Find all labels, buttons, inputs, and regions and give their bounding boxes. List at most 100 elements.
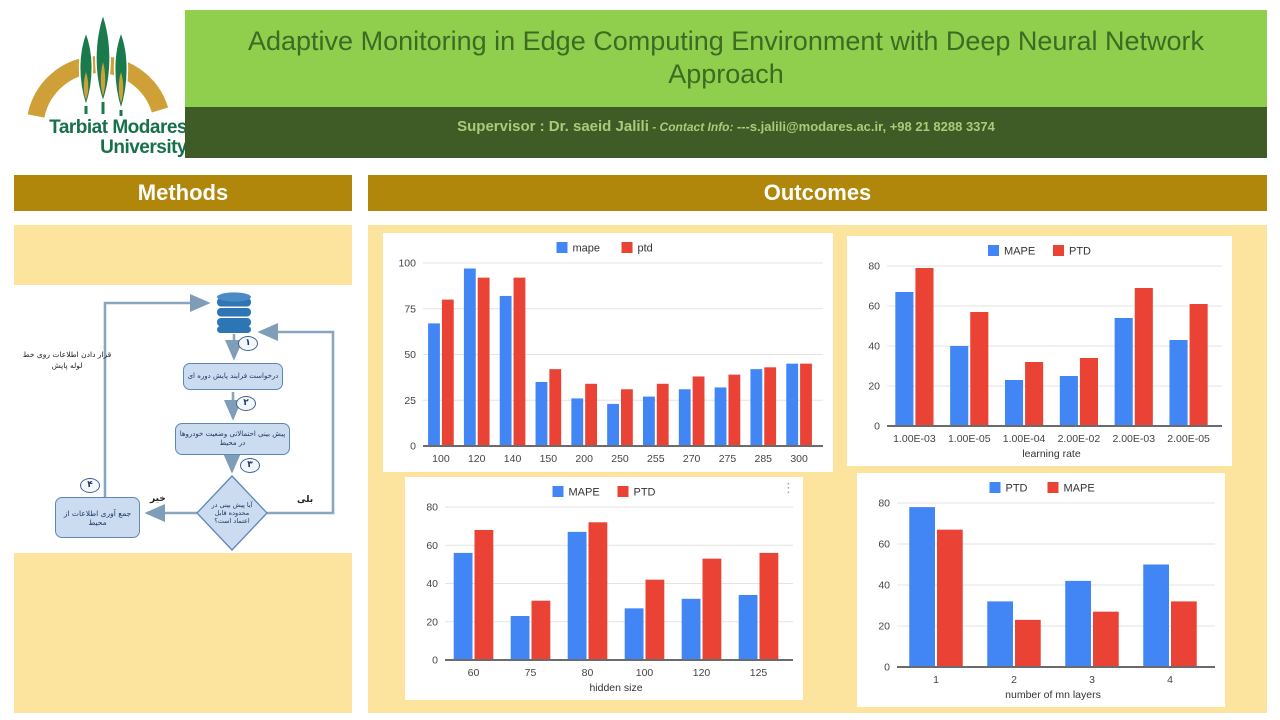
svg-text:1.00E-05: 1.00E-05 bbox=[948, 433, 991, 445]
flowchart-step-request: درخواست فرایند پایش دوره ای bbox=[183, 363, 283, 390]
svg-text:2.00E-05: 2.00E-05 bbox=[1167, 433, 1210, 445]
legend-swatch-ptd bbox=[621, 242, 633, 253]
y-axis-labels: 0 20 40 60 80 bbox=[868, 261, 880, 433]
svg-text:1.00E-04: 1.00E-04 bbox=[1003, 433, 1046, 445]
bar-ptd-270 bbox=[692, 376, 705, 446]
svg-text:125: 125 bbox=[750, 667, 768, 679]
bar-MAPE-75 bbox=[510, 616, 530, 660]
university-logo-graphic bbox=[27, 11, 169, 118]
bar-PTD-1.00E-04 bbox=[1025, 362, 1044, 426]
svg-text:255: 255 bbox=[647, 453, 665, 465]
poster-title-line1: Adaptive Monitoring in Edge Computing En… bbox=[248, 26, 1204, 56]
svg-text:285: 285 bbox=[755, 453, 773, 465]
svg-text:60: 60 bbox=[878, 539, 890, 551]
bar-PTD-125 bbox=[759, 552, 779, 660]
chart-card-learning-rate: 0 20 40 60 80 1.00E-03 1.00E-05 1.00E-04 2.00E-0… bbox=[847, 236, 1232, 466]
gridlines bbox=[445, 506, 793, 623]
svg-text:275: 275 bbox=[719, 453, 737, 465]
bar-MAPE-1.00E-05 bbox=[950, 346, 969, 426]
bars bbox=[909, 507, 1197, 667]
bar-ptd-250 bbox=[621, 389, 633, 446]
svg-text:PTD: PTD bbox=[634, 487, 656, 499]
chart-card-rnn-layers: 0 20 40 60 80 1 2 3 4 PTD MAPE number of mn layers bbox=[857, 473, 1225, 707]
svg-text:25: 25 bbox=[404, 395, 416, 407]
bar-ptd-120 bbox=[477, 277, 490, 446]
bar-MAPE-125 bbox=[738, 594, 758, 660]
bar-mape-250 bbox=[607, 403, 619, 446]
svg-text:150: 150 bbox=[540, 453, 558, 465]
flowchart-connectors bbox=[103, 293, 335, 523]
bar-mape-200 bbox=[571, 398, 584, 446]
bar-MAPE-3 bbox=[1093, 611, 1119, 667]
poster-title-line2: Approach bbox=[668, 59, 784, 89]
bar-PTD-120 bbox=[702, 558, 722, 660]
svg-text:120: 120 bbox=[468, 453, 486, 465]
flowchart-step-collect: جمع آوری اطلاعات از محیط bbox=[55, 497, 140, 538]
flowchart-graphic bbox=[103, 292, 335, 551]
supervisor-banner: Supervisor : Dr. saeid Jalili - Contact … bbox=[185, 107, 1267, 158]
svg-text:40: 40 bbox=[868, 341, 880, 353]
legend-swatch-PTD bbox=[989, 482, 1001, 493]
svg-text:MAPE: MAPE bbox=[1064, 483, 1095, 495]
bar-MAPE-1 bbox=[937, 529, 963, 667]
x-axis-labels: 60 75 80 100 120 125 bbox=[468, 667, 768, 679]
svg-text:50: 50 bbox=[404, 349, 416, 361]
x-axis-labels: 1.00E-03 1.00E-05 1.00E-04 2.00E-02 2.00E-03… bbox=[893, 433, 1210, 445]
bar-ptd-100 bbox=[441, 299, 454, 446]
methods-panel-top bbox=[14, 225, 352, 285]
svg-text:2.00E-02: 2.00E-02 bbox=[1058, 433, 1101, 445]
bar-mape-255 bbox=[642, 396, 655, 446]
svg-text:1: 1 bbox=[933, 674, 939, 686]
bar-mape-120 bbox=[463, 268, 476, 446]
database-icon bbox=[217, 292, 251, 333]
contact-info-label: - Contact Info: bbox=[648, 120, 737, 134]
methods-panel-bottom bbox=[14, 553, 352, 713]
svg-text:250: 250 bbox=[611, 453, 629, 465]
y-axis-labels: 0 20 40 60 80 bbox=[878, 498, 890, 674]
chart-legend: MAPE PTD bbox=[988, 245, 1091, 258]
svg-text:ptd: ptd bbox=[638, 243, 653, 255]
bar-PTD-3 bbox=[1065, 580, 1091, 667]
flowchart-no-label: خیر bbox=[150, 494, 166, 504]
bar-PTD-1 bbox=[909, 507, 935, 667]
bars bbox=[453, 522, 779, 660]
legend-swatch-MAPE bbox=[552, 486, 564, 497]
bar-PTD-75 bbox=[531, 600, 551, 660]
legend-swatch-PTD bbox=[1053, 245, 1064, 256]
svg-text:mape: mape bbox=[573, 243, 601, 255]
bar-PTD-1.00E-05 bbox=[970, 312, 989, 426]
flowchart-badge-4: ۴ bbox=[80, 478, 100, 493]
flowchart-decision-text: آیا پیش بینی در محدوده قابل اعتماد است؟ bbox=[211, 501, 253, 525]
bar-PTD-1.00E-03 bbox=[915, 268, 934, 426]
bars bbox=[895, 268, 1208, 426]
chart-card-window-size: 0 25 50 75 100 100 120 140 150 200 250 255 270 275 285… bbox=[383, 233, 833, 472]
bar-mape-100 bbox=[428, 323, 440, 446]
chart-legend: MAPE PTD bbox=[552, 486, 656, 499]
x-axis-title: number of mn layers bbox=[1005, 689, 1101, 701]
svg-text:60: 60 bbox=[868, 301, 880, 313]
bar-ptd-150 bbox=[549, 369, 562, 446]
gridlines bbox=[887, 265, 1222, 387]
svg-text:80: 80 bbox=[868, 261, 880, 273]
title-banner: Adaptive Monitoring in Edge Computing En… bbox=[185, 10, 1267, 107]
supervisor-label: Supervisor : Dr. saeid Jalili bbox=[457, 118, 649, 135]
bar-ptd-285 bbox=[764, 367, 777, 446]
svg-text:100: 100 bbox=[432, 453, 450, 465]
flowchart-badge-1: ۱ bbox=[238, 336, 258, 351]
bar-MAPE-1.00E-04 bbox=[1004, 380, 1024, 426]
university-name: Tarbiat Modares University bbox=[22, 118, 187, 158]
university-name-line1: Tarbiat Modares bbox=[49, 117, 187, 138]
svg-text:75: 75 bbox=[404, 303, 416, 315]
svg-text:20: 20 bbox=[426, 616, 438, 628]
svg-text:PTD: PTD bbox=[1069, 246, 1091, 258]
bar-mape-140 bbox=[499, 295, 512, 446]
flowchart-badge-3: ۳ bbox=[240, 458, 260, 473]
svg-text:140: 140 bbox=[504, 453, 522, 465]
bar-chart: 0 20 40 60 80 1.00E-03 1.00E-05 1.00E-04 2.00E-0… bbox=[868, 245, 1222, 460]
svg-text:4: 4 bbox=[1167, 674, 1173, 686]
chart-legend: mape ptd bbox=[556, 242, 653, 255]
university-name-line2: University bbox=[100, 137, 187, 158]
bar-MAPE-80 bbox=[567, 531, 587, 660]
bar-mape-270 bbox=[678, 389, 691, 446]
chart-menu-icon[interactable]: ⋮ bbox=[782, 481, 795, 496]
